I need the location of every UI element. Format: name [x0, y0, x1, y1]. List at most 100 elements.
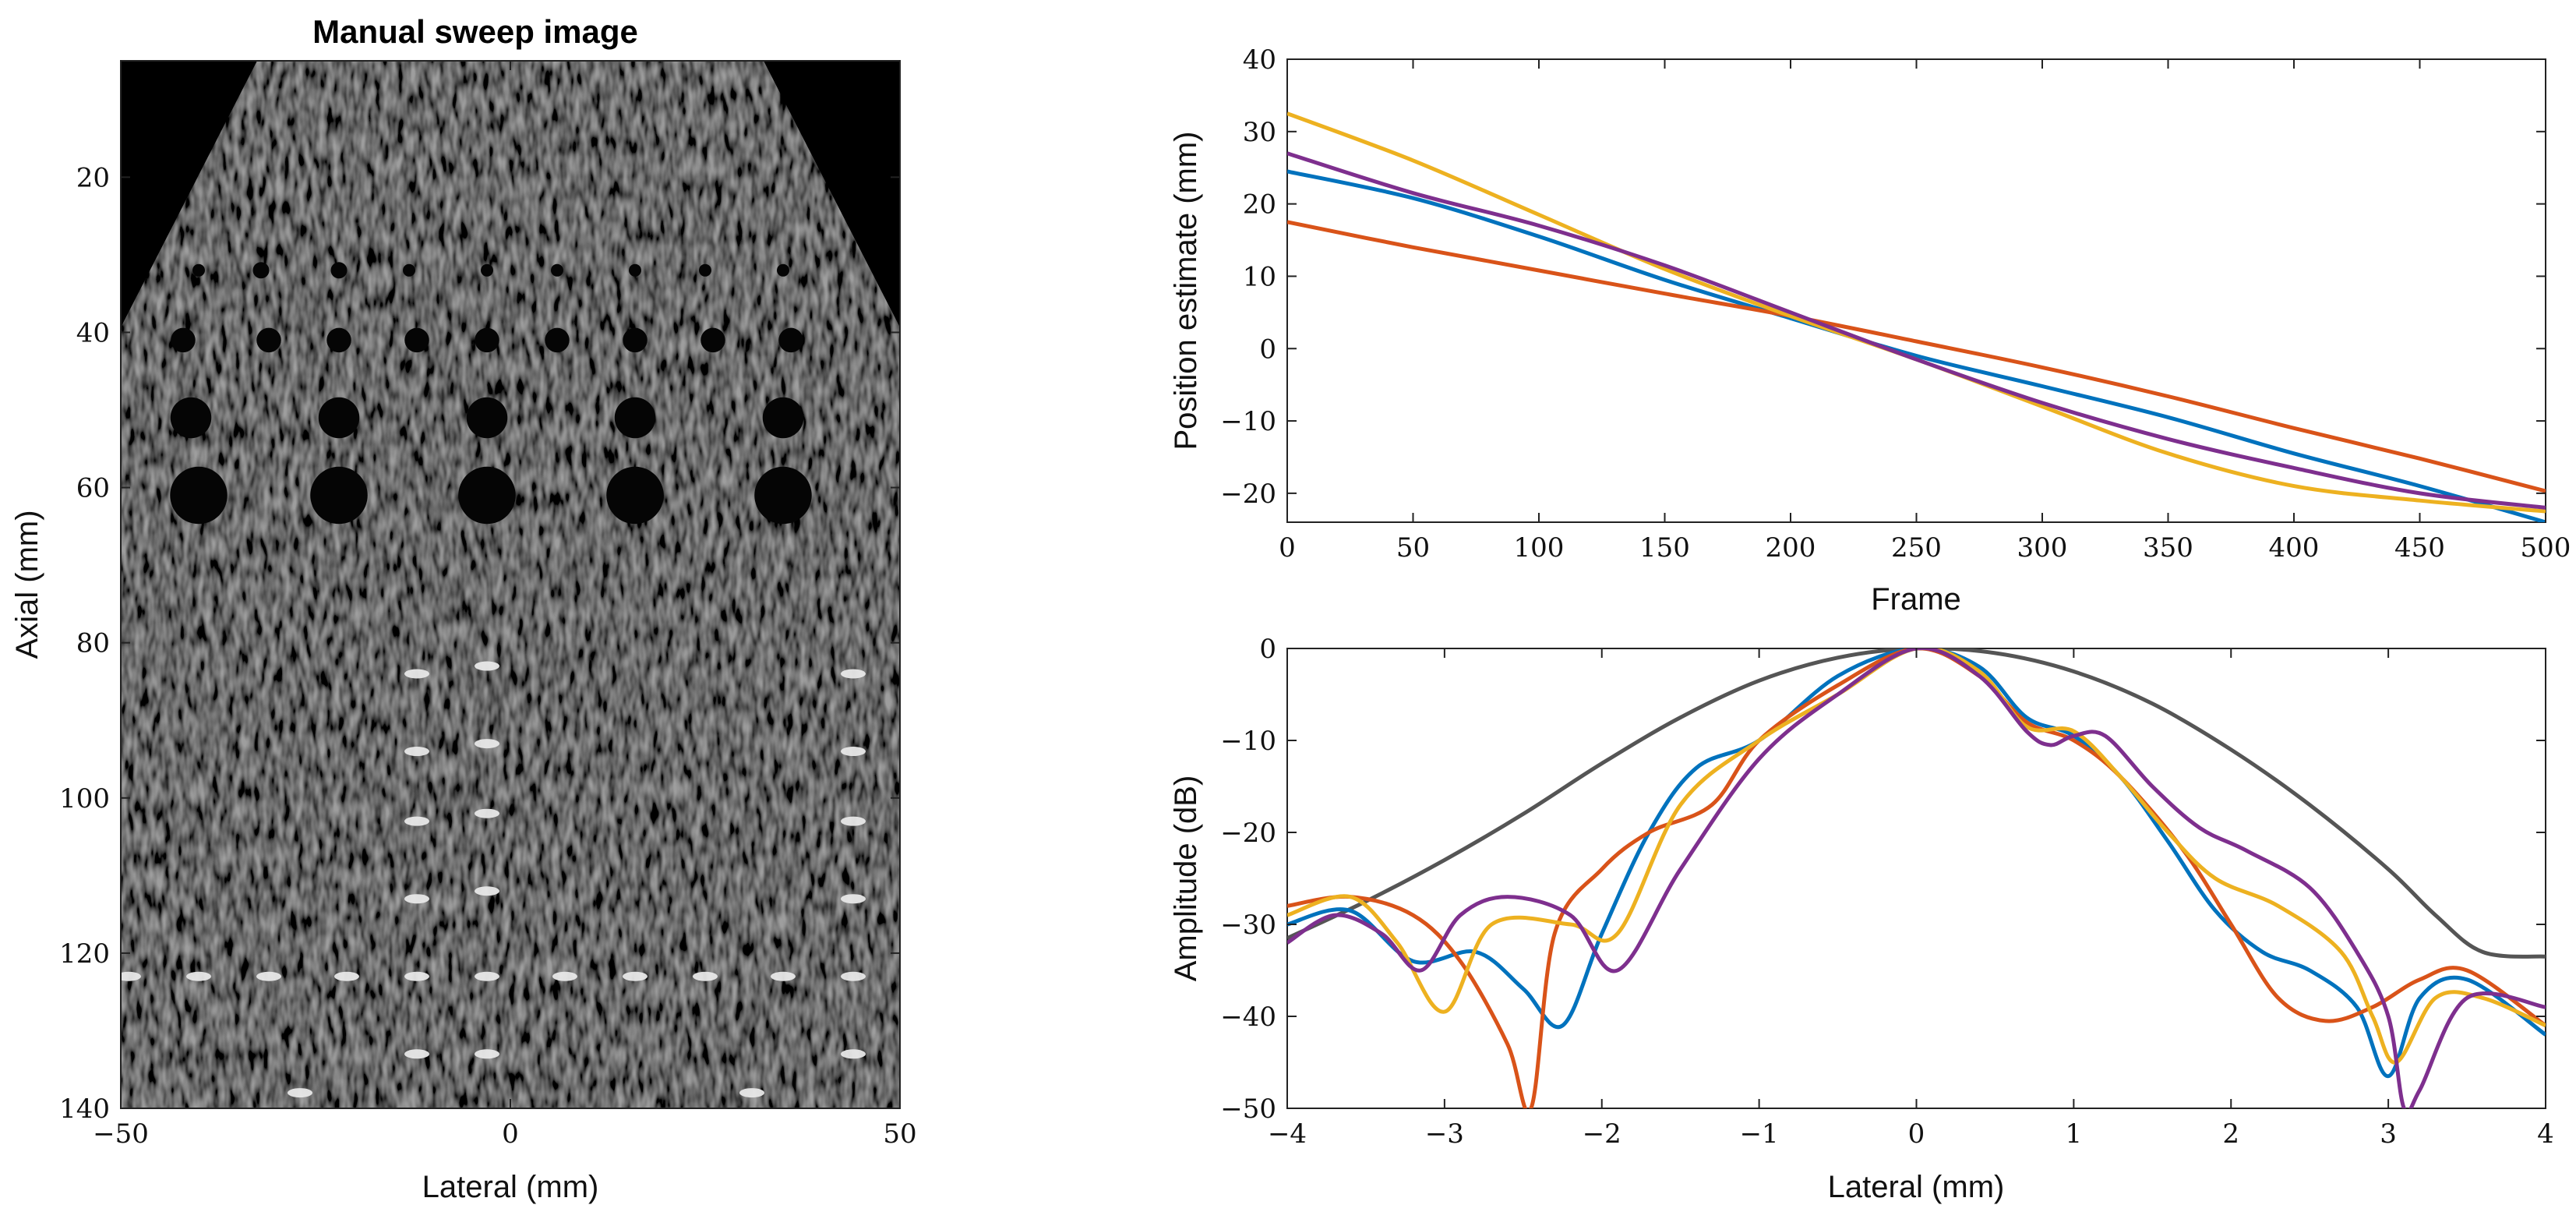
pos-1-xtick-label: 400 — [2269, 532, 2320, 564]
amplitude-series — [1287, 648, 2546, 1108]
cyst-mark — [700, 327, 725, 353]
amp-2-xtick-label: −4 — [1268, 1118, 1307, 1150]
cyst-mark — [777, 263, 789, 277]
pos-1-ytick-label: 40 — [1243, 44, 1276, 76]
pos-1-xtick-label: 450 — [2394, 532, 2445, 564]
position-xlabel: Frame — [1871, 582, 1961, 617]
amplitude-ticks: −4 −3 −2 −1 0 1 2 3 4−50−40−30−20−100 — [1220, 634, 2554, 1150]
amp-2-ytick-label: −40 — [1220, 1002, 1276, 1033]
amp-2-ytick-label: −50 — [1220, 1094, 1276, 1125]
amp-2-xtick-label: 0 — [1908, 1118, 1925, 1150]
cyst-mark — [623, 327, 648, 353]
point-target-mark — [475, 1049, 499, 1059]
img-0-xtick-label: 50 — [883, 1118, 916, 1150]
pos-1-ytick-label: 0 — [1259, 334, 1276, 365]
point-target-mark — [841, 971, 866, 981]
amplitude-series-red — [1287, 648, 2546, 1108]
img-0-ytick-label: 20 — [76, 162, 110, 193]
point-target-mark — [841, 669, 866, 679]
pos-1-xtick-label: 100 — [1514, 532, 1565, 564]
point-target-mark — [334, 971, 359, 981]
cyst-mark — [403, 263, 415, 277]
cyst-mark — [170, 466, 228, 525]
cyst-mark — [310, 466, 368, 525]
point-target-mark — [552, 971, 577, 981]
cyst-mark — [256, 327, 281, 353]
cyst-mark — [778, 327, 803, 353]
amp-2-xtick-label: −1 — [1740, 1118, 1779, 1150]
cyst-mark — [170, 397, 212, 439]
cyst-mark — [252, 262, 270, 279]
amp-2-ytick-label: −10 — [1220, 726, 1276, 757]
point-target-mark — [404, 1049, 429, 1059]
amplitude-ylabel: Amplitude (dB) — [1169, 776, 1203, 982]
image-ticks: −50 0 50 20 40 60 80 100 120 140 — [59, 61, 917, 1150]
pos-1-ytick-label: 30 — [1243, 117, 1276, 148]
position-series-red — [1287, 220, 2546, 493]
ultrasound-title: Manual sweep image — [312, 13, 638, 50]
pos-1-ytick-label: 20 — [1243, 189, 1276, 221]
cyst-mark — [551, 263, 563, 277]
cyst-mark — [481, 263, 493, 277]
position-series-blue — [1287, 169, 2546, 522]
point-target-mark — [475, 971, 499, 981]
amplitude-axes — [1286, 648, 2546, 1109]
img-0-xtick-label: −50 — [93, 1118, 149, 1150]
position-axes — [1286, 58, 2546, 523]
point-target-mark — [404, 971, 429, 981]
ultrasound-panel: Manual sweep image −50 0 50 20 40 60 80 100 120 1… — [10, 13, 917, 1204]
cyst-mark — [171, 327, 196, 353]
img-0-xtick-label: 0 — [502, 1118, 519, 1150]
position-series-purple — [1287, 151, 2546, 510]
img-0-ytick-label: 40 — [76, 317, 110, 348]
pos-1-ytick-label: 10 — [1243, 261, 1276, 292]
cyst-mark — [606, 466, 664, 525]
ultrasound-ylabel: Axial (mm) — [10, 510, 44, 659]
pos-1-xtick-label: 150 — [1639, 532, 1690, 564]
point-target-mark — [623, 971, 648, 981]
pos-1-xtick-label: 250 — [1891, 532, 1942, 564]
position-ylabel: Position estimate (mm) — [1169, 132, 1203, 450]
amplitude-xlabel: Lateral (mm) — [1828, 1170, 2005, 1204]
pos-1-ytick-label: −10 — [1220, 406, 1276, 437]
cyst-mark — [614, 397, 656, 439]
point-target-mark — [693, 971, 718, 981]
position-ticks: 0 50 100 150 200 250 300 350 400 450 500 −20 −10 0 10 2… — [1220, 44, 2571, 564]
point-target-mark — [841, 816, 866, 826]
cyst-mark — [318, 397, 360, 439]
amplitude-panel: −4 −3 −2 −1 0 1 2 3 4−50−40−30−20−100 Lateral (m… — [1169, 634, 2554, 1204]
point-target-mark — [121, 971, 141, 981]
amplitude-series-blue — [1287, 648, 2546, 1079]
pos-1-ytick-label: −20 — [1220, 479, 1276, 510]
point-target-mark — [475, 808, 499, 818]
point-target-mark — [404, 816, 429, 826]
amp-2-ytick-label: −20 — [1220, 818, 1276, 849]
img-0-ytick-label: 120 — [59, 938, 110, 970]
cyst-mark — [629, 263, 641, 277]
amp-2-xtick-label: 3 — [2380, 1118, 2397, 1150]
amplitude-series-purple — [1287, 648, 2546, 1108]
cyst-mark — [404, 327, 429, 353]
amplitude-series-gray — [1287, 648, 2546, 959]
cyst-mark — [545, 327, 570, 353]
point-target-mark — [841, 747, 866, 757]
point-target-mark — [841, 1049, 866, 1059]
pos-1-xtick-label: 200 — [1766, 532, 1816, 564]
amp-2-xtick-label: −2 — [1583, 1118, 1621, 1150]
point-target-mark — [739, 1088, 764, 1098]
pos-1-xtick-label: 0 — [1279, 532, 1296, 564]
amp-2-xtick-label: 2 — [2222, 1118, 2239, 1150]
cyst-mark — [699, 263, 711, 277]
pos-1-xtick-label: 50 — [1396, 532, 1430, 564]
cyst-mark — [458, 466, 516, 525]
img-0-ytick-label: 60 — [76, 473, 110, 504]
pos-1-xtick-label: 500 — [2521, 532, 2571, 564]
ultrasound-xlabel: Lateral (mm) — [422, 1170, 599, 1204]
amp-2-xtick-label: 4 — [2537, 1118, 2554, 1150]
cyst-mark — [192, 263, 205, 277]
cyst-mark — [326, 327, 351, 353]
amp-2-xtick-label: 1 — [2066, 1118, 2083, 1150]
img-0-ytick-label: 100 — [59, 783, 110, 814]
point-target-mark — [256, 971, 281, 981]
point-target-mark — [288, 1088, 312, 1098]
